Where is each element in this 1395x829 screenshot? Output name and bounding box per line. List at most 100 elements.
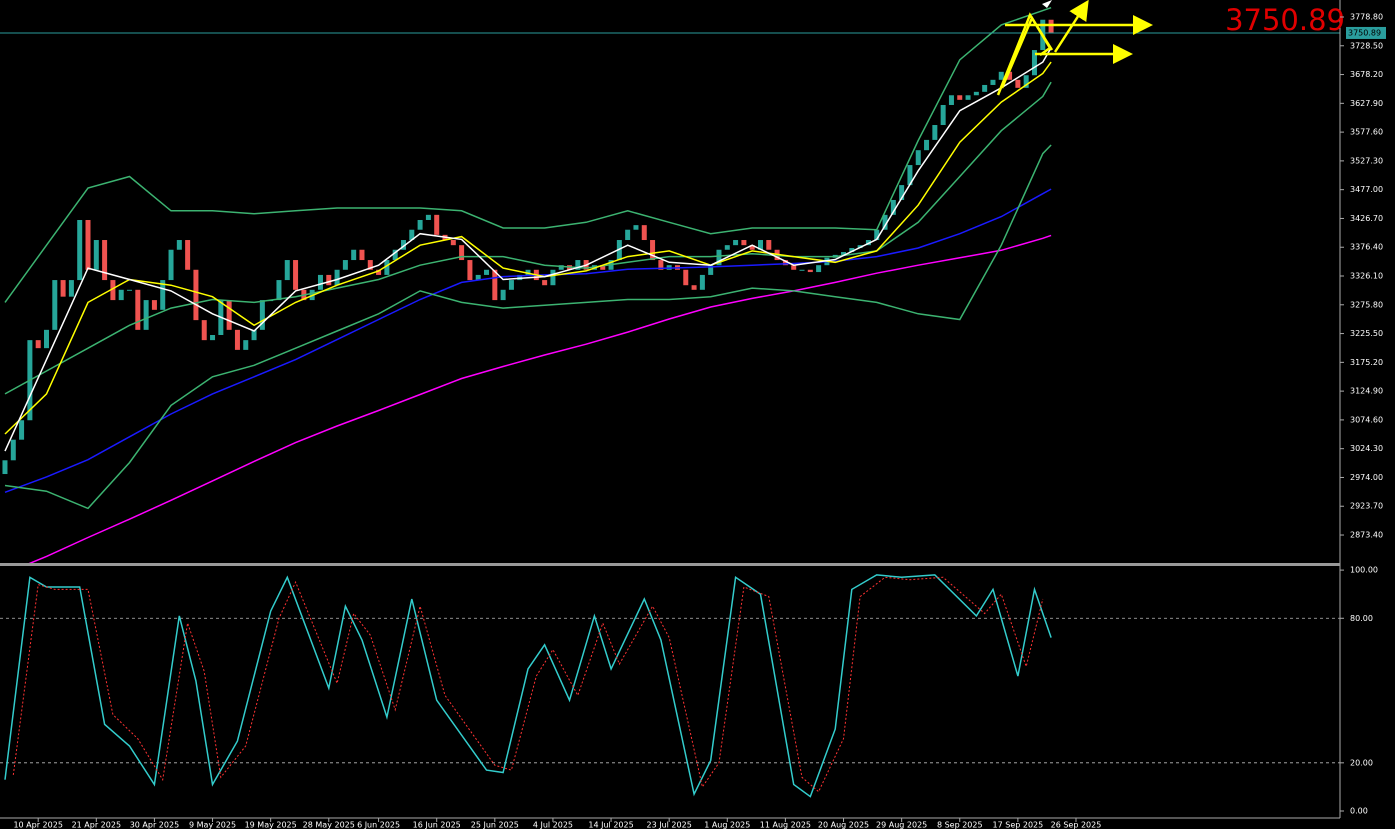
candle: [68, 280, 74, 297]
candle: [376, 269, 382, 275]
y-tick-label: 3124.90: [1350, 387, 1383, 396]
candle: [93, 240, 99, 270]
candle: [932, 125, 938, 140]
candle: [201, 320, 207, 341]
candle: [558, 265, 564, 270]
x-tick-label: 30 Apr 2025: [130, 821, 179, 829]
candle: [500, 289, 506, 301]
y-tick-label: 3627.90: [1350, 99, 1383, 108]
candle: [293, 260, 299, 290]
candle: [708, 265, 714, 275]
candle: [135, 289, 141, 330]
candle: [757, 240, 763, 250]
candle: [251, 329, 257, 341]
candle: [973, 91, 979, 96]
candle: [384, 260, 390, 275]
candle: [43, 329, 49, 349]
x-tick-label: 23 Jul 2025: [647, 821, 692, 829]
x-tick-label: 4 Jul 2025: [533, 821, 573, 829]
candle: [633, 225, 639, 230]
candle: [807, 269, 813, 273]
candle: [550, 269, 556, 286]
candle: [957, 95, 963, 100]
candle: [334, 269, 340, 286]
candle: [998, 71, 1004, 80]
y-tick-label: 3326.10: [1350, 272, 1383, 281]
candle: [417, 219, 423, 230]
y-tick-label: 3728.50: [1350, 41, 1383, 50]
candle: [110, 280, 116, 301]
candle: [1007, 71, 1013, 80]
candle: [782, 260, 788, 266]
candle: [77, 219, 83, 281]
candle: [326, 274, 332, 286]
candle: [575, 260, 581, 270]
candle: [1015, 79, 1021, 88]
x-tick-label: 6 Jun 2025: [357, 821, 400, 829]
candle: [882, 214, 888, 230]
x-tick-label: 19 May 2025: [245, 821, 297, 829]
candle: [766, 240, 772, 250]
x-tick-label: 17 Sep 2025: [993, 821, 1044, 829]
candle: [716, 249, 722, 266]
oscillator-panel: [0, 574, 1340, 798]
candle: [542, 280, 548, 286]
candle: [317, 274, 323, 290]
candle: [492, 269, 498, 301]
y-tick-label: 2873.40: [1350, 531, 1383, 540]
candle: [890, 199, 896, 215]
candle: [459, 245, 465, 261]
candle: [10, 439, 16, 461]
candle: [899, 185, 905, 200]
candle: [367, 260, 373, 270]
candle: [85, 219, 91, 270]
last-price-tag-label: 3750.89: [1348, 28, 1381, 37]
x-tick-label: 20 Aug 2025: [818, 821, 869, 829]
y-tick-label: 2923.70: [1350, 502, 1383, 511]
candle: [990, 79, 996, 85]
y-tick-label: 3175.20: [1350, 358, 1383, 367]
zigzag: [1000, 15, 1052, 89]
moving-average: [4, 144, 1052, 510]
candle: [799, 269, 805, 271]
candle: [359, 249, 365, 261]
x-tick-label: 11 Aug 2025: [760, 821, 811, 829]
candle: [733, 240, 739, 246]
candle: [35, 340, 41, 349]
candle: [1048, 19, 1054, 33]
candle: [467, 260, 473, 281]
candle: [102, 240, 108, 281]
candle: [600, 265, 606, 270]
candle: [517, 274, 523, 281]
x-tick-label: 26 Sep 2025: [1051, 821, 1102, 829]
candle: [276, 280, 282, 301]
candle: [168, 249, 174, 281]
x-tick-label: 21 Apr 2025: [72, 821, 121, 829]
arrow: [1053, 0, 1089, 53]
candle: [907, 165, 913, 186]
candle: [484, 269, 490, 275]
candle: [226, 300, 232, 330]
x-tick-label: 14 Jul 2025: [588, 821, 633, 829]
axes: [0, 0, 1341, 819]
moving-average: [4, 47, 1052, 452]
y-tick-label: 3527.30: [1350, 156, 1383, 165]
candle: [434, 214, 440, 235]
oscillator-line: [4, 574, 1052, 798]
osc-y-tick-label: 0.00: [1350, 807, 1368, 816]
y-tick-label: 3225.50: [1350, 329, 1383, 338]
candle: [940, 104, 946, 126]
candle: [193, 269, 199, 321]
candle: [342, 260, 348, 270]
candle: [749, 245, 755, 250]
y-tick-label: 3426.70: [1350, 214, 1383, 223]
candle: [641, 225, 647, 241]
oscillator-line: [12, 576, 1044, 793]
osc-y-tick-label: 20.00: [1350, 758, 1373, 767]
candle: [724, 245, 730, 250]
candle: [699, 274, 705, 290]
candle: [849, 248, 855, 253]
candle: [284, 260, 290, 281]
candle: [151, 300, 157, 310]
